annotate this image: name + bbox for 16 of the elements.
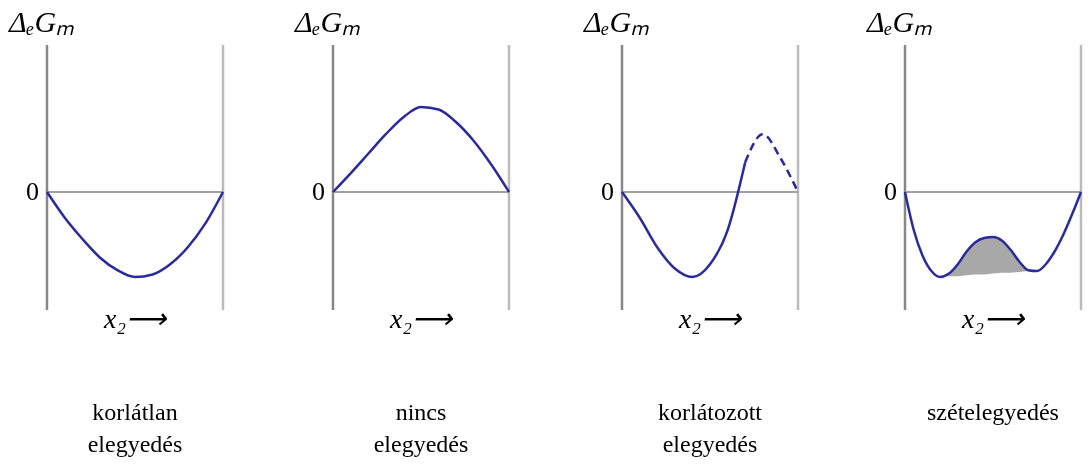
x-axis-title: x₂⟶ — [102, 303, 169, 334]
y-axis-title: ΔₑGₘ — [583, 5, 650, 38]
y-axis-title: ΔₑGₘ — [866, 5, 933, 38]
x-axis-title: x₂⟶ — [677, 303, 744, 334]
text: korlátozott elegyedés — [658, 399, 763, 457]
text: szételegyedés — [927, 399, 1059, 425]
ref-line-label: 0 — [884, 177, 897, 206]
y-axis-title: ΔₑGₘ — [8, 5, 75, 38]
x-axis-title: x₂⟶ — [960, 303, 1027, 334]
ref-line-label: 0 — [601, 177, 614, 206]
ref-line-label: 0 — [312, 177, 325, 206]
ref-line-label: 0 — [26, 177, 39, 206]
text: korlátlan elegyedés — [87, 399, 183, 457]
text: nincs elegyedés — [373, 399, 469, 457]
x-axis-title: x₂⟶ — [388, 303, 455, 334]
y-axis-title: ΔₑGₘ — [294, 5, 361, 38]
